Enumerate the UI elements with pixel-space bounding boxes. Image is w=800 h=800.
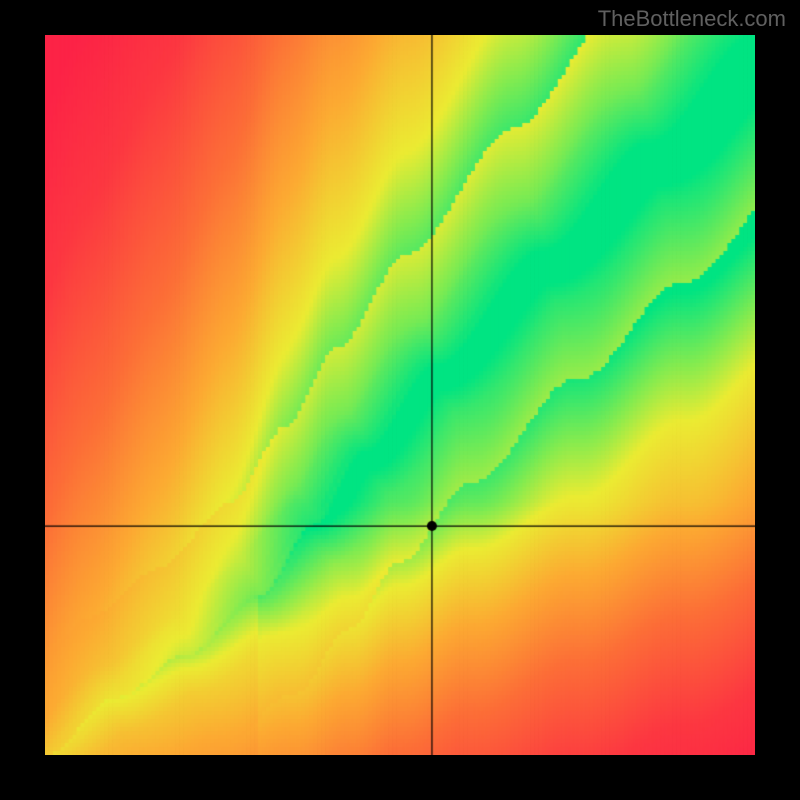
chart-container: TheBottleneck.com [0, 0, 800, 800]
plot-area [45, 35, 755, 755]
heatmap-canvas [45, 35, 755, 755]
watermark-text: TheBottleneck.com [598, 6, 786, 32]
